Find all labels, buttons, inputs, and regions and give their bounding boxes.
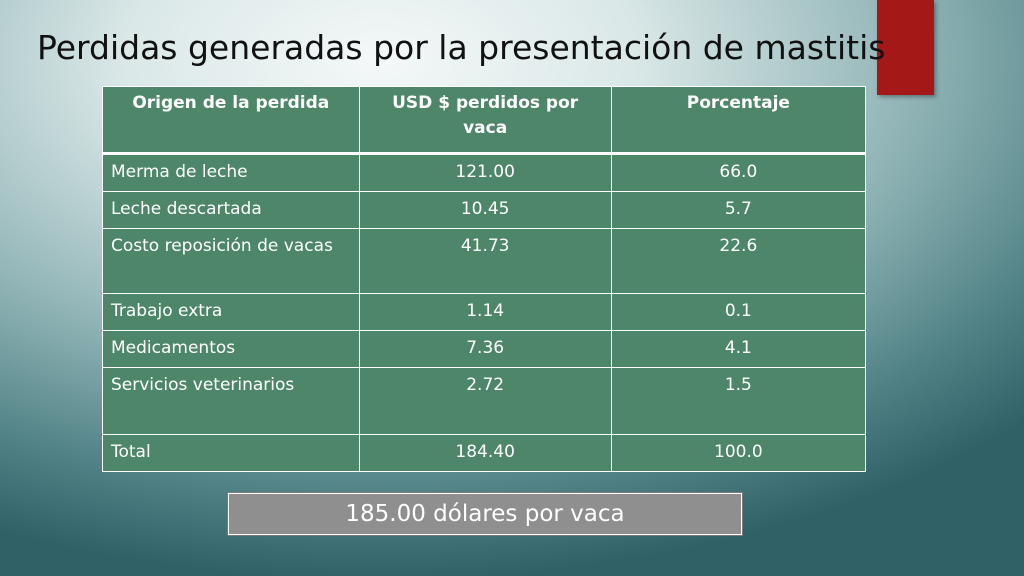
table-total-row: Total 184.40 100.0 <box>102 434 867 472</box>
accent-bar <box>877 0 934 95</box>
table-header-row: Origen de la perdida USD $ perdidos por … <box>102 86 867 155</box>
cell-usd: 184.40 <box>358 434 612 472</box>
table-row: Merma de leche 121.00 66.0 <box>102 153 867 192</box>
cell-usd: 1.14 <box>358 293 612 331</box>
header-usd: USD $ perdidos por vaca <box>358 86 612 155</box>
cell-origen: Merma de leche <box>102 153 360 192</box>
cell-porcentaje: 0.1 <box>610 293 867 331</box>
cell-porcentaje: 100.0 <box>610 434 867 472</box>
cell-usd: 7.36 <box>358 330 612 368</box>
summary-box: 185.00 dólares por vaca <box>228 493 742 535</box>
cell-usd: 10.45 <box>358 191 612 229</box>
table-row: Medicamentos 7.36 4.1 <box>102 330 867 368</box>
cell-porcentaje: 1.5 <box>610 367 867 435</box>
cell-porcentaje: 22.6 <box>610 228 867 294</box>
cell-usd: 121.00 <box>358 153 612 192</box>
cell-porcentaje: 4.1 <box>610 330 867 368</box>
cell-usd: 41.73 <box>358 228 612 294</box>
cell-origen: Total <box>102 434 360 472</box>
cell-origen: Costo reposición de vacas <box>102 228 360 294</box>
losses-table: Origen de la perdida USD $ perdidos por … <box>102 86 867 472</box>
cell-usd: 2.72 <box>358 367 612 435</box>
cell-origen: Trabajo extra <box>102 293 360 331</box>
cell-origen: Leche descartada <box>102 191 360 229</box>
cell-porcentaje: 66.0 <box>610 153 867 192</box>
slide-title: Perdidas generadas por la presentación d… <box>37 28 886 67</box>
header-origen: Origen de la perdida <box>102 86 360 155</box>
table-row: Costo reposición de vacas 41.73 22.6 <box>102 228 867 294</box>
cell-origen: Medicamentos <box>102 330 360 368</box>
table-row: Leche descartada 10.45 5.7 <box>102 191 867 229</box>
table-row: Trabajo extra 1.14 0.1 <box>102 293 867 331</box>
cell-porcentaje: 5.7 <box>610 191 867 229</box>
table-row: Servicios veterinarios 2.72 1.5 <box>102 367 867 435</box>
cell-origen: Servicios veterinarios <box>102 367 360 435</box>
header-porcentaje: Porcentaje <box>610 86 867 155</box>
